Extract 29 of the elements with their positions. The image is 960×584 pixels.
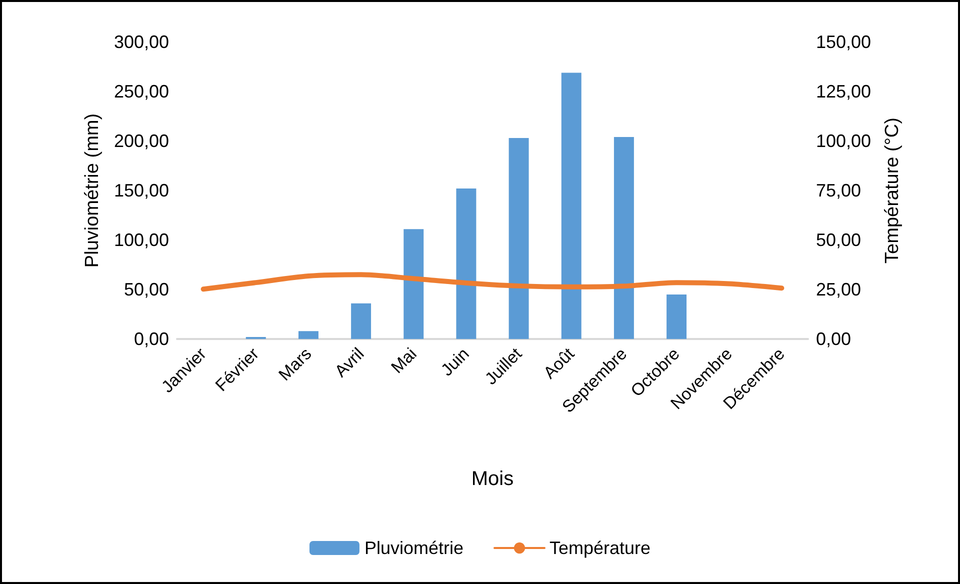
bar [404,229,424,339]
x-tick-label: Mai [388,344,420,378]
y2-tick-label: 125,00 [816,82,872,102]
bar [614,137,634,339]
bar [666,294,687,339]
y2-tick-label: 150,00 [816,32,872,52]
legend-label: Température [549,538,651,558]
y-tick-label: 300,00 [114,32,169,52]
bar [298,331,318,339]
x-axis-title: Mois [471,468,514,490]
x-tick-label: Juin [437,344,473,380]
y2-axis-title: Température (°C) [882,118,903,264]
y2-tick-label: 75,00 [816,180,862,200]
bar [351,303,372,339]
y2-tick-label: 25,00 [816,280,862,300]
y-tick-label: 50,00 [124,280,169,300]
y2-tick-label: 50,00 [816,230,862,250]
y-tick-label: 250,00 [114,82,169,102]
y-tick-label: 200,00 [114,131,169,151]
y2-tick-label: 0,00 [816,329,852,349]
bar [561,72,582,339]
y-tick-label: 0,00 [134,329,169,349]
legend-label: Pluviométrie [364,538,464,558]
y-tick-label: 100,00 [114,230,169,250]
bar [456,188,476,339]
y-axis-title: Pluviométrie (mm) [82,113,103,268]
bar [508,138,529,339]
y2-tick-label: 100,00 [816,131,872,151]
y-tick-label: 150,00 [114,180,169,200]
